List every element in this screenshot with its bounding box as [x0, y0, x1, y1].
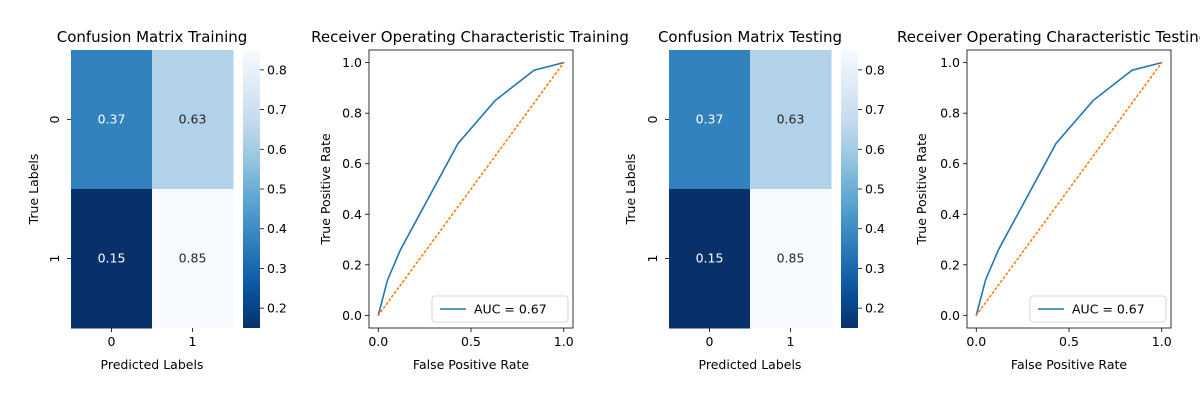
roc-training-ylabel: True Positive Rate: [318, 133, 333, 246]
colorbar: [243, 50, 260, 328]
colorbar-tick-label: 0.3: [267, 261, 287, 276]
heatmap-cell-label: 0.85: [777, 251, 805, 266]
legend-box: [431, 295, 569, 323]
x-tick-label: 1.0: [1152, 334, 1172, 349]
colorbar-tick-label: 0.6: [267, 142, 287, 157]
colorbar-tick-label: 0.3: [865, 261, 885, 276]
confusion-matrix-training: Confusion Matrix Training 0.37 0.63 0.15 0.…: [26, 28, 287, 372]
chance-line: [975, 61, 1163, 317]
heatmap-cell: [71, 50, 153, 190]
y-tick-label: 1: [645, 255, 660, 263]
roc-testing-xlabel: False Positive Rate: [1011, 357, 1127, 372]
y-tick-label: 0.4: [342, 207, 362, 222]
y-tick-label: 0.2: [342, 257, 362, 272]
x-tick-label: 0: [706, 334, 714, 349]
heatmap-cell-label: 0.15: [98, 251, 126, 266]
y-tick-label: 0.0: [342, 308, 362, 323]
cm-testing-xlabel: Predicted Labels: [699, 357, 802, 372]
y-tick-label: 1.0: [342, 55, 362, 70]
colorbar-tick-label: 0.8: [865, 62, 885, 77]
x-tick-label: 0.0: [368, 334, 388, 349]
legend: AUC = 0.67: [1029, 295, 1167, 323]
x-tick-label: 1: [189, 334, 197, 349]
x-tick-label: 0.0: [966, 334, 986, 349]
x-tick-label: 0.5: [461, 334, 481, 349]
confusion-matrix-testing: Confusion Matrix Testing 0.37 0.63 0.15 0.8…: [623, 28, 885, 372]
colorbar-tick-label: 0.2: [865, 301, 885, 316]
colorbar-tick-label: 0.4: [865, 221, 885, 236]
heatmap-cell-label: 0.63: [179, 112, 207, 127]
cm-testing-title: Confusion Matrix Testing: [658, 28, 842, 46]
roc-training: Receiver Operating Characteristic Traini…: [311, 28, 629, 372]
y-tick-label: 0.8: [342, 106, 362, 121]
heatmap-cell: [669, 50, 751, 190]
cm-training-ylabel: True Labels: [26, 154, 41, 226]
y-tick-label: 1: [47, 255, 62, 263]
heatmap-cell: [750, 50, 832, 190]
legend-label: AUC = 0.67: [1072, 302, 1145, 317]
y-tick-label: 0.2: [940, 257, 960, 272]
colorbar-tick-label: 0.5: [865, 182, 885, 197]
y-tick-label: 0.0: [940, 308, 960, 323]
cm-training-title: Confusion Matrix Training: [57, 28, 248, 46]
colorbar-tick-label: 0.4: [267, 221, 287, 236]
chance-line: [377, 61, 565, 317]
colorbar-tick-label: 0.7: [865, 102, 885, 117]
cm-testing-ylabel: True Labels: [623, 154, 638, 226]
heatmap-cell-label: 0.37: [98, 112, 126, 127]
legend: AUC = 0.67: [431, 295, 569, 323]
heatmap-cell-label: 0.63: [777, 112, 805, 127]
colorbar-tick-label: 0.6: [865, 142, 885, 157]
heatmap-cell: [152, 189, 234, 329]
legend-box: [1029, 295, 1167, 323]
colorbar-tick-label: 0.2: [267, 301, 287, 316]
y-tick-label: 0: [645, 115, 660, 123]
heatmap-cell-label: 0.85: [179, 251, 207, 266]
roc-training-title: Receiver Operating Characteristic Traini…: [311, 28, 629, 46]
y-tick-label: 0.8: [940, 106, 960, 121]
cm-training-xlabel: Predicted Labels: [101, 357, 204, 372]
y-tick-label: 0: [47, 115, 62, 123]
heatmap-cell: [71, 189, 153, 329]
legend-label: AUC = 0.67: [474, 302, 547, 317]
x-tick-label: 1.0: [554, 334, 574, 349]
roc-testing: Receiver Operating Characteristic Testin…: [897, 28, 1200, 372]
heatmap-cell-label: 0.37: [696, 112, 724, 127]
roc-curve-line: [975, 61, 1162, 316]
x-tick-label: 0: [108, 334, 116, 349]
heatmap-cell: [152, 50, 234, 190]
heatmap-cell-label: 0.15: [696, 251, 724, 266]
roc-curve-line: [377, 61, 564, 316]
roc-testing-ylabel: True Positive Rate: [914, 133, 929, 246]
x-tick-label: 0.5: [1059, 334, 1079, 349]
y-tick-label: 1.0: [940, 55, 960, 70]
y-tick-label: 0.6: [342, 156, 362, 171]
roc-training-xlabel: False Positive Rate: [413, 357, 529, 372]
heatmap-cell: [750, 189, 832, 329]
roc-testing-title: Receiver Operating Characteristic Testin…: [897, 28, 1200, 46]
x-tick-label: 1: [787, 334, 795, 349]
y-tick-label: 0.6: [940, 156, 960, 171]
colorbar-tick-label: 0.5: [267, 182, 287, 197]
y-tick-label: 0.4: [940, 207, 960, 222]
colorbar-tick-label: 0.7: [267, 102, 287, 117]
colorbar-tick-label: 0.8: [267, 62, 287, 77]
colorbar: [841, 50, 858, 328]
heatmap-cell: [669, 189, 751, 329]
